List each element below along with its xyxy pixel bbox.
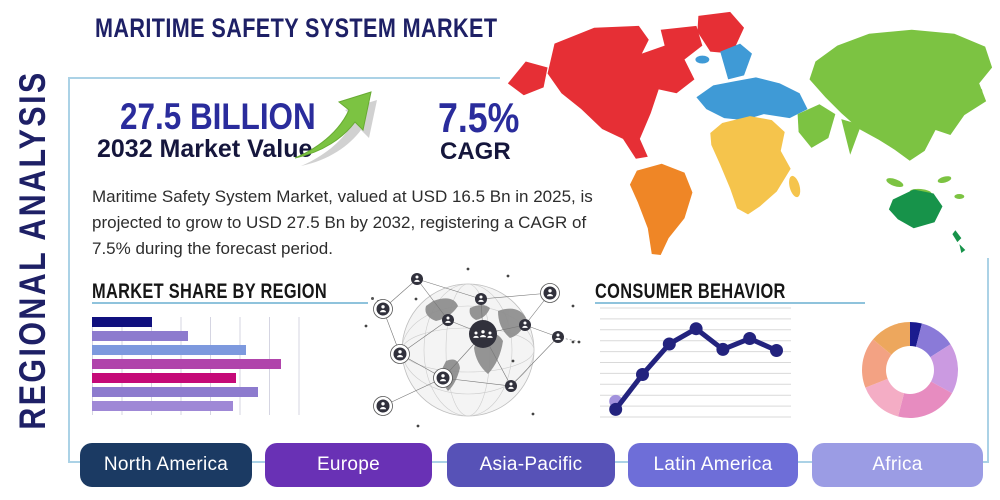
region-australia [888, 189, 966, 254]
bar [92, 401, 234, 411]
bar-row [92, 401, 300, 411]
bar [92, 317, 153, 327]
market-value-label: 2032 Market Value [97, 135, 313, 163]
region-button-africa[interactable]: Africa [812, 443, 983, 487]
global-network-graphic [364, 267, 581, 428]
region-button-north-america[interactable]: North America [80, 443, 252, 487]
page-title: MARITIME SAFETY SYSTEM MARKET [95, 13, 498, 43]
world-map [499, 2, 997, 258]
market-value-stat: 27.5 BILLION [120, 96, 316, 137]
market-share-bar-chart [92, 317, 300, 415]
line-chart-title: CONSUMER BEHAVIOR [595, 280, 786, 303]
bar-row [92, 331, 300, 341]
bar-row [92, 359, 300, 369]
region-south-america [629, 163, 693, 256]
region-africa [710, 116, 801, 215]
region-button-latin-america[interactable]: Latin America [628, 443, 798, 487]
bar-row [92, 317, 300, 327]
bar-row [92, 345, 300, 355]
region-north-america [507, 11, 745, 159]
bar [92, 359, 282, 369]
region-button-asia-pacific[interactable]: Asia-Pacific [447, 443, 615, 487]
bar [92, 345, 246, 355]
cagr-stat: 7.5% [438, 94, 520, 141]
bar-row [92, 387, 300, 397]
bar-row [92, 373, 300, 383]
bar [92, 373, 236, 383]
market-description: Maritime Safety System Market, valued at… [92, 187, 593, 258]
bar [92, 387, 259, 397]
bar-chart-title: MARKET SHARE BY REGION [92, 280, 327, 303]
region-donut-chart [862, 322, 958, 418]
bar [92, 331, 188, 341]
line-chart-title-underline [595, 302, 865, 304]
bar-chart-title-underline [92, 302, 368, 304]
underline-dot [371, 297, 374, 300]
growth-arrow-icon [294, 91, 377, 166]
side-vertical-label: REGIONAL ANALYSIS [12, 70, 53, 430]
cagr-label: CAGR [440, 138, 511, 165]
consumer-behavior-line-chart [600, 307, 791, 418]
region-button-europe[interactable]: Europe [265, 443, 432, 487]
region-europe [695, 43, 808, 121]
